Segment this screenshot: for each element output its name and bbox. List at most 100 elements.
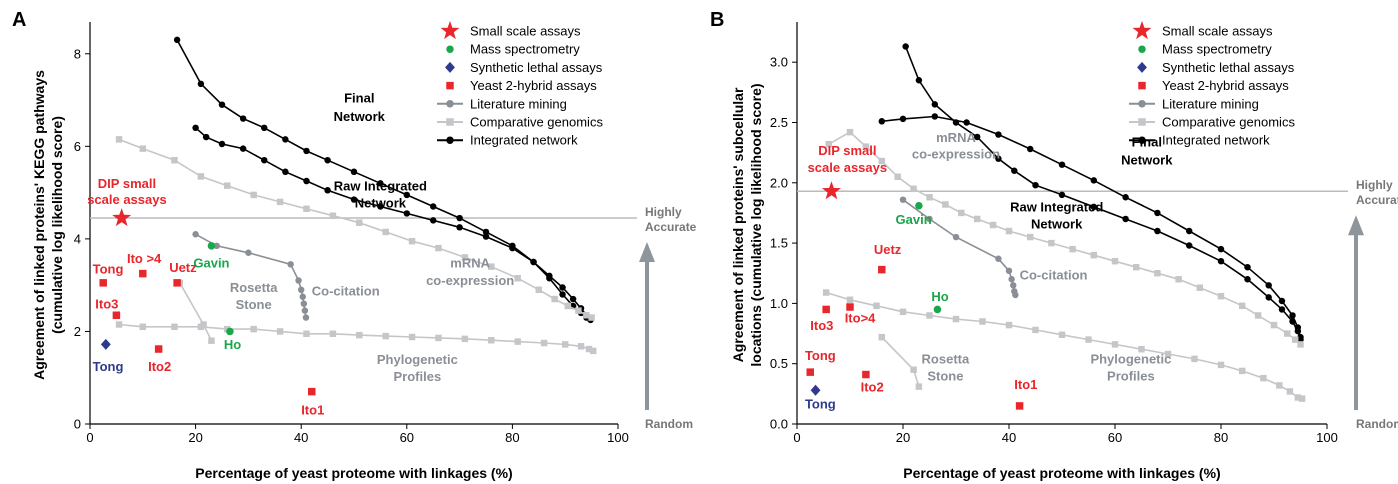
series-point-final bbox=[239, 115, 247, 122]
series-point-cocitation bbox=[287, 261, 294, 268]
legend-marker bbox=[1138, 100, 1146, 108]
dataset-point bbox=[821, 181, 841, 200]
series-point-final bbox=[282, 136, 289, 143]
series-point-rosetta bbox=[910, 366, 917, 373]
series-point-final bbox=[324, 156, 331, 164]
series-point-final bbox=[1217, 245, 1225, 253]
annotation-label: Raw Integrated bbox=[1010, 200, 1103, 215]
series-point-mrna bbox=[1284, 330, 1291, 337]
series-point-phylo bbox=[1058, 331, 1066, 338]
series-point-final bbox=[1154, 209, 1161, 217]
series-point-mrna bbox=[139, 145, 147, 152]
series-point-phylo bbox=[139, 323, 147, 331]
x-tick-label: 80 bbox=[505, 430, 519, 445]
series-point-phylo bbox=[873, 302, 880, 310]
y-axis-label-line1: Agreement of linked proteins' subcellula… bbox=[730, 87, 746, 362]
legend-marker bbox=[1137, 61, 1147, 73]
series-point-raw bbox=[1265, 294, 1272, 301]
series-point-mrna bbox=[989, 221, 997, 229]
series-point-mrna bbox=[878, 157, 886, 165]
series-point-mrna bbox=[197, 173, 205, 180]
legend-marker bbox=[1132, 21, 1152, 40]
annotation-label: Network bbox=[334, 109, 386, 124]
x-axis-label: Percentage of yeast proteome with linkag… bbox=[195, 465, 512, 481]
legend-marker bbox=[446, 118, 454, 126]
dataset-point bbox=[112, 311, 121, 319]
series-point-mrna bbox=[1132, 263, 1140, 271]
legend-label: Mass spectrometry bbox=[1162, 42, 1272, 57]
series-point-mrna bbox=[551, 295, 558, 303]
series-point-final bbox=[1122, 194, 1129, 201]
annotation-label: Ito1 bbox=[1014, 377, 1037, 392]
annotation-label: Phylogenetic bbox=[377, 352, 458, 367]
series-point-mrna bbox=[115, 136, 123, 143]
series-point-cocitation bbox=[1008, 276, 1015, 283]
legend-marker bbox=[1138, 136, 1146, 144]
x-tick-label: 100 bbox=[1316, 430, 1338, 445]
dataset-point bbox=[933, 305, 942, 314]
series-point-final bbox=[350, 168, 358, 176]
series-point-final bbox=[173, 36, 181, 44]
legend-label: Small scale assays bbox=[1162, 24, 1273, 39]
dataset-point bbox=[810, 384, 821, 396]
series-point-mrna bbox=[910, 185, 917, 193]
series-point-mrna bbox=[1254, 312, 1262, 319]
dataset-point bbox=[862, 370, 870, 379]
legend-label: Comparative genomics bbox=[470, 115, 603, 130]
series-point-final bbox=[995, 131, 1002, 138]
series-point-mrna bbox=[461, 254, 469, 261]
series-point-phylo bbox=[329, 330, 337, 337]
series-point-raw bbox=[530, 258, 537, 266]
legend-marker bbox=[440, 21, 460, 40]
series-point-phylo bbox=[585, 345, 593, 353]
series-point-raw bbox=[509, 244, 516, 252]
series-point-rosetta bbox=[878, 333, 886, 341]
series-point-mrna bbox=[1196, 284, 1204, 291]
annotation-label: Final bbox=[344, 90, 374, 105]
highly-label: Highly bbox=[645, 205, 682, 219]
annotation-label: Ito >4 bbox=[127, 251, 162, 266]
annotation-label: Profiles bbox=[1107, 369, 1155, 384]
series-point-mrna bbox=[250, 191, 257, 199]
series-point-phylo bbox=[1276, 382, 1283, 389]
dataset-point bbox=[154, 345, 163, 353]
y-tick-label: 3.0 bbox=[770, 55, 788, 70]
accurate-label: Accurate bbox=[645, 220, 697, 234]
series-point-mrna bbox=[1048, 239, 1055, 247]
series-point-raw bbox=[1244, 276, 1251, 283]
annotation-label: scale assays bbox=[87, 192, 167, 207]
annotation-label: DIP small bbox=[98, 176, 156, 191]
legend-marker bbox=[445, 61, 455, 73]
series-point-raw bbox=[303, 177, 310, 185]
random-label: Random bbox=[1356, 417, 1398, 431]
series-point-phylo bbox=[382, 332, 389, 340]
x-tick-label: 40 bbox=[1002, 430, 1016, 445]
y-tick-label: 1.0 bbox=[770, 296, 788, 311]
series-point-phylo bbox=[1005, 321, 1013, 329]
dataset-point bbox=[846, 303, 854, 311]
series-point-phylo bbox=[461, 335, 469, 343]
series-point-cocitation bbox=[302, 314, 310, 321]
series-point-raw bbox=[192, 124, 199, 132]
annotation-label: Phylogenetic bbox=[1090, 352, 1171, 367]
y-tick-label: 8 bbox=[74, 46, 81, 61]
series-point-final bbox=[1090, 177, 1098, 184]
legend-marker bbox=[446, 81, 454, 90]
series-point-mrna bbox=[171, 156, 178, 164]
series-point-cocitation bbox=[295, 277, 302, 284]
series-point-cocitation bbox=[213, 242, 220, 250]
legend-marker bbox=[1138, 81, 1146, 90]
series-point-final bbox=[261, 124, 268, 132]
series-point-mrna bbox=[224, 182, 231, 189]
series-point-phylo bbox=[899, 308, 907, 316]
series-point-mrna bbox=[1175, 276, 1182, 283]
dataset-point bbox=[207, 242, 216, 250]
dataset-point bbox=[99, 279, 107, 287]
y-tick-label: 0.0 bbox=[770, 417, 788, 432]
series-point-mrna bbox=[862, 143, 870, 150]
series-point-phylo bbox=[1164, 350, 1172, 358]
series-point-mrna bbox=[1154, 270, 1161, 277]
annotation-label: Gavin bbox=[896, 212, 932, 227]
series-point-raw bbox=[546, 272, 553, 280]
dataset-point bbox=[308, 387, 316, 396]
